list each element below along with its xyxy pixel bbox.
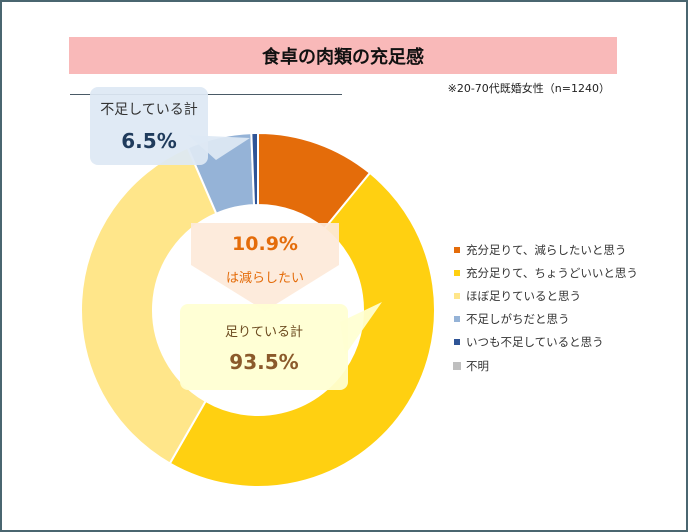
reduce-callout-shape <box>191 223 339 311</box>
legend-swatch-icon <box>454 339 460 346</box>
chart-title: 食卓の肉類の充足感 <box>262 46 424 68</box>
reduce-callout: 10.9% は減らしたい <box>190 223 340 318</box>
donut-slice <box>250 131 259 207</box>
legend-item: 充分足りて、減らしたいと思う <box>454 238 638 261</box>
shortage-total-value: 6.5% <box>121 129 177 153</box>
sample-note: ※20-70代既婚女性（n=1240） <box>447 82 610 95</box>
legend-item: 不足しがちだと思う <box>454 308 638 331</box>
legend-swatch-icon <box>454 246 460 253</box>
enough-callout-pointer <box>340 302 382 355</box>
sufficient-total-label: 足りている計 <box>224 325 303 340</box>
reduce-value: 10.9% <box>232 233 298 255</box>
legend-swatch-icon <box>454 292 460 299</box>
sufficient-total-value: 93.5% <box>229 350 299 374</box>
shortage-total-label: 不足している計 <box>100 102 198 118</box>
legend-swatch-icon <box>453 361 461 370</box>
legend: 充分足りて、減らしたいと思う 充分足りて、ちょうどいいと思う ほぼ足りていると思… <box>453 238 638 377</box>
legend-item: ほぼ足りていると思う <box>454 284 638 307</box>
sufficient-total-callout: 足りている計 93.5% <box>180 304 348 390</box>
legend-swatch-icon <box>454 269 460 276</box>
reduce-label: は減らしたい <box>225 271 304 286</box>
legend-item: 不明 <box>453 354 638 377</box>
legend-item: いつも不足していると思う <box>454 331 638 354</box>
chart-title-bar: 食卓の肉類の充足感 <box>69 37 617 74</box>
legend-item: 充分足りて、ちょうどいいと思う <box>454 261 638 284</box>
shortage-total-callout: 不足している計 6.5% <box>90 87 208 165</box>
legend-swatch-icon <box>454 316 460 323</box>
